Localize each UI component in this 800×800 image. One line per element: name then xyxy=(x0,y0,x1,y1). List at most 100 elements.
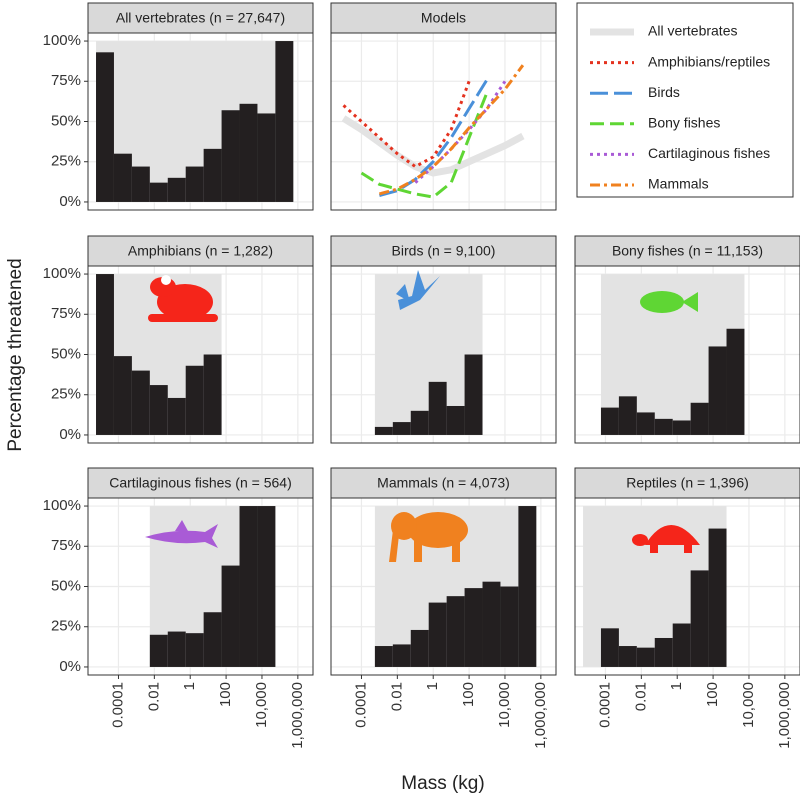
y-tick-label: 0% xyxy=(59,193,81,210)
bar xyxy=(600,628,619,667)
strip xyxy=(574,235,800,267)
strip xyxy=(330,235,557,267)
panel-border xyxy=(330,265,557,444)
bar xyxy=(257,506,276,667)
legend-label: Birds xyxy=(648,84,680,100)
fish-icon xyxy=(640,291,698,313)
bar xyxy=(726,328,745,435)
bird-icon xyxy=(396,270,440,310)
bar xyxy=(672,623,691,667)
bar xyxy=(374,426,393,435)
x-tick-label: 1,000,000 xyxy=(289,682,306,749)
bar xyxy=(618,646,637,667)
panel-border xyxy=(87,265,314,444)
y-tick-label: 75% xyxy=(51,305,81,322)
legend-label: Mammals xyxy=(648,176,709,192)
bar xyxy=(113,356,132,435)
bar xyxy=(654,637,673,667)
y-tick-label: 25% xyxy=(51,618,81,635)
x-tick-label: 1 xyxy=(668,682,685,690)
shark-icon xyxy=(145,520,218,548)
bar xyxy=(518,506,537,667)
bar xyxy=(239,506,258,667)
bar xyxy=(374,646,393,667)
y-tick-label: 100% xyxy=(43,32,81,49)
bar xyxy=(410,410,429,435)
panel-border xyxy=(574,265,800,444)
bar xyxy=(131,370,150,435)
bar xyxy=(636,412,655,435)
bar xyxy=(672,420,691,435)
bar xyxy=(203,612,222,667)
x-tick-label: 0.0001 xyxy=(109,682,126,728)
panel-title: Models xyxy=(421,10,466,26)
x-tick-label: 100 xyxy=(217,682,234,707)
model-line xyxy=(379,64,525,196)
legend-label: Cartilaginous fishes xyxy=(648,145,770,161)
bar xyxy=(185,633,204,667)
y-tick-label: 50% xyxy=(51,577,81,594)
bar xyxy=(464,354,483,435)
bar xyxy=(690,570,709,667)
model-line xyxy=(360,91,489,199)
bar xyxy=(185,365,204,435)
panel-border xyxy=(87,32,314,211)
bar xyxy=(446,596,465,667)
bar xyxy=(221,110,240,202)
bar xyxy=(392,644,411,667)
model-line xyxy=(342,80,471,169)
y-tick-label: 25% xyxy=(51,153,81,170)
x-tick-label: 0.0001 xyxy=(352,682,369,728)
legend-label: All vertebrates xyxy=(648,23,737,39)
x-tick-label: 100 xyxy=(704,682,721,707)
model-line xyxy=(341,115,525,177)
x-axis-title: Mass (kg) xyxy=(401,773,484,794)
bar xyxy=(600,407,619,435)
bar xyxy=(221,565,240,667)
x-tick-label: 1 xyxy=(424,682,441,690)
bar xyxy=(96,274,114,435)
panel-border xyxy=(330,32,557,211)
panel-title: Mammals (n = 4,073) xyxy=(377,475,510,491)
bar xyxy=(131,166,150,202)
y-tick-label: 25% xyxy=(51,386,81,403)
x-tick-label: 0.01 xyxy=(388,682,405,711)
y-tick-label: 0% xyxy=(59,426,81,443)
panel-title: Birds (n = 9,100) xyxy=(392,243,496,259)
bar xyxy=(410,629,429,667)
bar xyxy=(654,418,673,435)
bar xyxy=(482,581,501,667)
x-tick-label: 0.01 xyxy=(632,682,649,711)
bar xyxy=(690,402,709,435)
bar xyxy=(96,52,114,202)
y-tick-label: 75% xyxy=(51,72,81,89)
bar xyxy=(428,602,447,667)
frog-icon xyxy=(148,275,218,322)
elephant-icon xyxy=(389,512,468,562)
panel-border xyxy=(330,497,557,676)
x-tick-label: 1 xyxy=(181,682,198,690)
bar xyxy=(149,182,168,202)
panel-title: All vertebrates (n = 27,647) xyxy=(116,10,285,26)
panel-border xyxy=(574,497,800,676)
y-tick-label: 75% xyxy=(51,537,81,554)
y-tick-label: 100% xyxy=(43,265,81,282)
turtle-icon xyxy=(632,525,700,553)
bar xyxy=(618,396,637,435)
y-tick-label: 50% xyxy=(51,112,81,129)
strip xyxy=(87,467,314,499)
bar xyxy=(428,381,447,435)
y-tick-label: 0% xyxy=(59,658,81,675)
bar xyxy=(392,422,411,435)
y-tick-label: 100% xyxy=(43,497,81,514)
silhouettes xyxy=(145,270,700,562)
bar xyxy=(167,177,186,202)
y-axis-title: Percentage threatened xyxy=(5,258,26,451)
bar xyxy=(113,153,132,202)
bar xyxy=(708,528,727,667)
bar xyxy=(185,166,204,202)
bar xyxy=(203,354,222,435)
bar xyxy=(149,385,168,435)
strip xyxy=(87,2,314,34)
x-tick-label: 0.01 xyxy=(145,682,162,711)
